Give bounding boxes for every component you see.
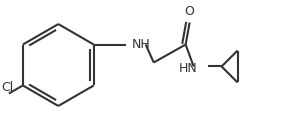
Text: Cl: Cl [1, 81, 13, 94]
Text: NH: NH [132, 38, 150, 51]
Text: HN: HN [178, 62, 197, 75]
Text: O: O [185, 5, 194, 18]
